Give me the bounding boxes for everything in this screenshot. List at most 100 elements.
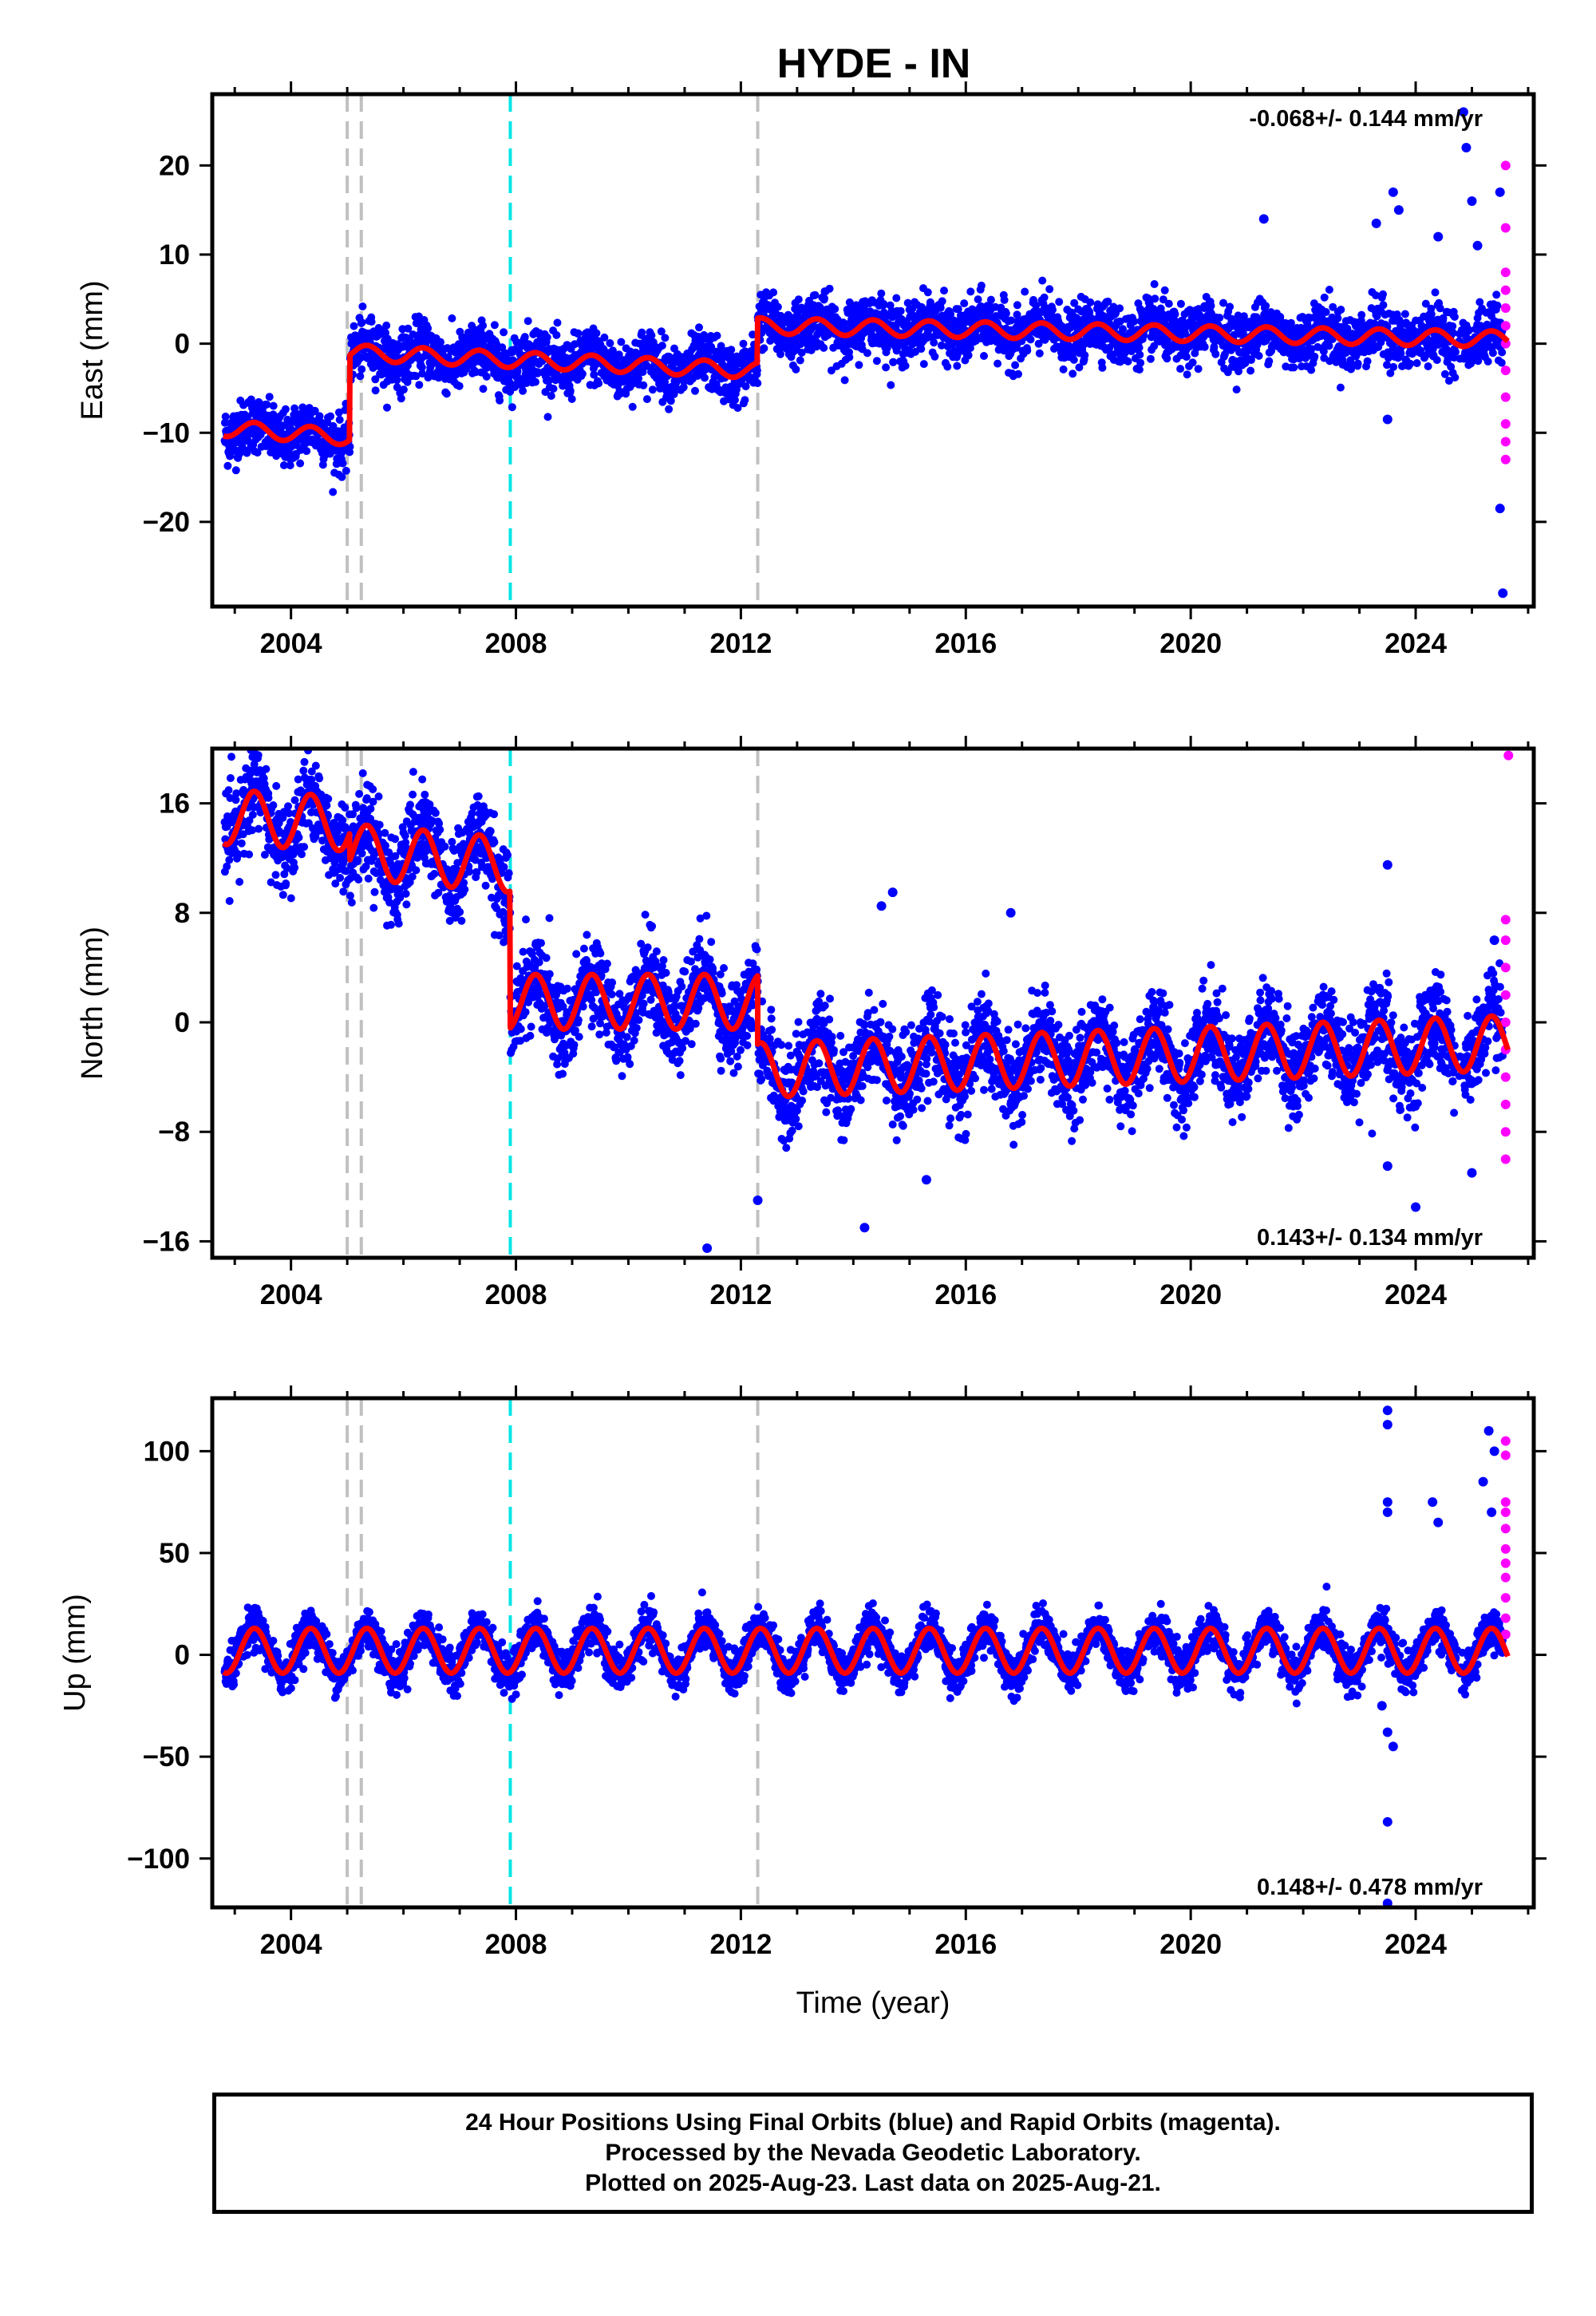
final-point bbox=[412, 866, 421, 875]
final-point bbox=[224, 786, 233, 795]
final-point bbox=[769, 288, 778, 297]
final-point bbox=[1406, 359, 1415, 368]
final-point bbox=[1040, 293, 1049, 302]
final-point bbox=[346, 891, 354, 900]
final-point bbox=[235, 878, 244, 886]
final-point bbox=[290, 864, 299, 872]
final-point bbox=[892, 294, 901, 302]
final-point bbox=[1215, 314, 1224, 322]
final-point bbox=[352, 804, 361, 812]
final-point bbox=[279, 461, 288, 469]
final-point bbox=[281, 405, 290, 413]
final-point bbox=[1194, 365, 1203, 373]
final-point bbox=[1183, 370, 1191, 379]
final-point bbox=[665, 405, 674, 413]
final-point bbox=[549, 385, 558, 393]
final-point bbox=[412, 372, 421, 381]
final-point bbox=[286, 894, 295, 903]
x-tick-label: 2012 bbox=[709, 628, 772, 659]
final-point bbox=[1182, 353, 1191, 362]
final-point bbox=[311, 761, 320, 770]
rapid-point bbox=[1500, 392, 1511, 402]
final-point bbox=[310, 406, 319, 415]
final-point bbox=[966, 287, 975, 296]
final-point bbox=[381, 828, 389, 837]
final-point bbox=[595, 379, 603, 388]
x-tick-label: 2004 bbox=[260, 628, 322, 659]
final-point bbox=[661, 334, 670, 342]
final-point bbox=[776, 350, 784, 358]
final-point bbox=[600, 333, 609, 342]
final-point bbox=[1200, 342, 1209, 351]
final-point bbox=[606, 339, 614, 347]
final-point bbox=[553, 318, 562, 327]
outlier-point bbox=[1258, 214, 1269, 224]
final-point bbox=[1254, 351, 1263, 360]
final-point bbox=[552, 330, 561, 339]
final-point bbox=[369, 903, 378, 912]
final-point bbox=[943, 362, 952, 371]
final-point bbox=[220, 418, 229, 427]
final-point bbox=[882, 363, 891, 372]
final-point bbox=[1389, 362, 1398, 371]
final-point bbox=[1424, 362, 1432, 370]
final-point bbox=[792, 365, 800, 373]
final-point bbox=[523, 317, 532, 326]
outlier-point bbox=[1461, 142, 1472, 152]
final-point bbox=[402, 900, 411, 909]
final-point bbox=[1497, 358, 1506, 367]
final-point bbox=[315, 774, 324, 783]
final-point bbox=[1080, 351, 1089, 360]
final-point bbox=[324, 795, 333, 803]
final-point bbox=[255, 824, 263, 833]
final-point bbox=[326, 412, 335, 421]
final-point bbox=[1130, 317, 1138, 326]
final-point bbox=[336, 874, 345, 882]
final-point bbox=[269, 801, 278, 809]
final-point bbox=[315, 412, 324, 421]
final-point bbox=[1353, 359, 1362, 368]
final-point bbox=[1265, 357, 1274, 366]
final-point bbox=[299, 766, 308, 775]
final-point bbox=[1450, 313, 1459, 321]
final-point bbox=[543, 413, 552, 421]
final-point bbox=[520, 333, 529, 342]
final-point bbox=[1124, 357, 1132, 366]
final-point bbox=[1492, 290, 1501, 299]
final-point bbox=[300, 757, 309, 766]
final-point bbox=[731, 396, 739, 405]
final-point bbox=[225, 897, 234, 905]
final-point bbox=[679, 383, 688, 392]
rapid-point bbox=[1500, 223, 1511, 233]
final-point bbox=[298, 850, 306, 859]
final-point bbox=[1163, 354, 1171, 363]
final-point bbox=[279, 891, 287, 899]
final-point bbox=[1086, 298, 1095, 306]
final-point bbox=[1086, 313, 1095, 322]
final-point bbox=[231, 466, 240, 475]
final-point bbox=[1290, 363, 1298, 372]
final-point bbox=[227, 753, 235, 761]
outlier-point bbox=[1495, 187, 1505, 197]
final-point bbox=[1226, 302, 1235, 311]
final-point bbox=[741, 382, 750, 391]
final-point bbox=[638, 368, 647, 377]
final-point bbox=[401, 889, 410, 898]
final-point bbox=[1119, 325, 1127, 334]
final-point bbox=[382, 321, 391, 330]
final-point bbox=[329, 488, 338, 496]
final-point bbox=[1488, 349, 1497, 358]
final-point bbox=[418, 370, 427, 378]
final-point bbox=[919, 360, 928, 369]
final-point bbox=[338, 459, 347, 468]
final-point bbox=[701, 373, 709, 382]
final-point bbox=[666, 397, 675, 405]
final-point bbox=[578, 370, 587, 378]
final-point bbox=[508, 403, 516, 412]
final-point bbox=[482, 372, 491, 381]
final-point bbox=[226, 774, 235, 782]
final-point bbox=[1379, 301, 1388, 310]
final-point bbox=[300, 843, 309, 852]
final-point bbox=[1136, 350, 1144, 359]
